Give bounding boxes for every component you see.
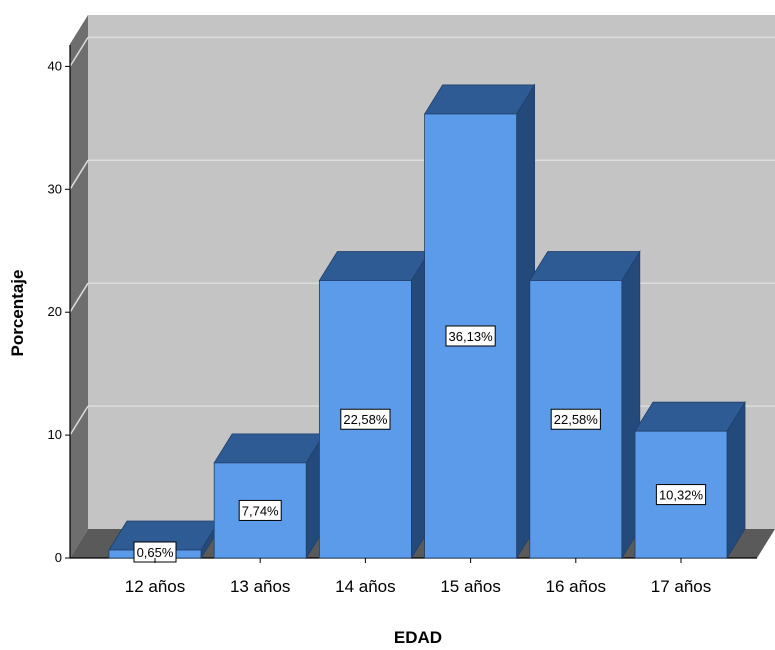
data-label-box [550, 408, 601, 430]
y-tick-label: 30 [48, 181, 62, 196]
x-axis-title: EDAD [394, 628, 442, 647]
gridline-wall [69, 37, 89, 67]
data-label-text: 36,13% [449, 329, 494, 344]
x-tick-label: 13 años [230, 577, 291, 596]
bar-top [213, 433, 325, 464]
y-axis-title: Porcentaje [8, 270, 27, 357]
data-label-text: 22,58% [554, 412, 599, 427]
chart-left-wall [70, 15, 88, 558]
y-tick-label: 20 [48, 304, 62, 319]
bar: 0,65% [108, 519, 220, 563]
x-tick-label: 15 años [440, 577, 501, 596]
x-tick-label: 16 años [546, 577, 607, 596]
data-label: 0,65% [133, 541, 177, 563]
bar: 36,13% [423, 83, 536, 560]
bar-top [634, 401, 746, 432]
gridline-wall [69, 159, 89, 190]
y-tick-label: 40 [48, 58, 62, 73]
bar-top [318, 251, 431, 281]
x-tick-label: 14 años [335, 577, 396, 596]
x-tick-label: 17 años [651, 577, 712, 596]
bar: 10,32% [634, 400, 746, 560]
data-label: 10,32% [655, 484, 707, 506]
y-tick-label: 10 [48, 427, 62, 442]
bar: 22,58% [529, 250, 641, 560]
bar-top [529, 251, 641, 281]
data-label-box [238, 499, 282, 521]
data-label-text: 22,58% [343, 412, 388, 427]
data-label-text: 7,74% [242, 503, 279, 518]
data-label: 22,58% [550, 408, 601, 430]
x-tick-label: 12 años [125, 577, 186, 596]
data-label-text: 10,32% [659, 488, 704, 503]
x-axis-categories: 12 años 13 años 14 años 15 años 16 años 17 añ… [125, 558, 712, 596]
data-label-box [445, 325, 496, 347]
data-label: 22,58% [340, 408, 391, 430]
data-label: 7,74% [238, 499, 282, 521]
bar: 22,58% [318, 250, 431, 560]
data-label: 36,13% [445, 325, 496, 347]
bars: 0,65% 7,74% 22,58% 36,13% 22,58% 10,32% [108, 83, 746, 563]
bar: 7,74% [213, 432, 325, 560]
data-label-text: 0,65% [137, 545, 174, 560]
y-tick-label: 0 [55, 550, 62, 565]
gridline-wall [69, 282, 89, 313]
gridline-wall [69, 405, 89, 436]
bar-top [423, 84, 536, 115]
data-label-box [340, 408, 391, 430]
data-label-box [655, 484, 707, 506]
y-axis-ticks: 0 10 20 30 40 [48, 58, 70, 565]
